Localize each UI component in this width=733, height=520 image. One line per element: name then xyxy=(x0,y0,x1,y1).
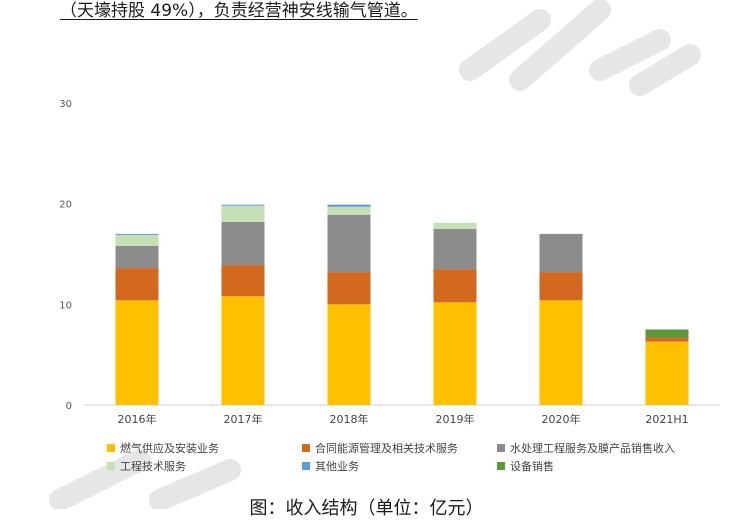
x-tick-label: 2017年 xyxy=(224,412,263,426)
bar-segment xyxy=(433,228,477,270)
legend-label: 其他业务 xyxy=(315,460,359,473)
top-text: （天壕持股 49%），负责经营神安线输气管道。 xyxy=(60,1,418,21)
y-tick-label: 0 xyxy=(66,401,72,412)
x-tick-label: 2019年 xyxy=(436,412,475,426)
bar-segment xyxy=(115,233,159,235)
bar-segment xyxy=(221,221,265,266)
bar-segment xyxy=(433,222,477,229)
bar-segment xyxy=(539,272,583,301)
legend-label: 水处理工程服务及膜产品销售收入 xyxy=(510,442,675,455)
bar-segment xyxy=(645,341,689,405)
bar-segment xyxy=(433,302,477,405)
bar-segment xyxy=(327,204,371,207)
legend-label: 设备销售 xyxy=(510,460,554,473)
legend-item: 合同能源管理及相关技术服务 xyxy=(302,440,458,456)
legend-item: 工程技术服务 xyxy=(107,458,186,474)
legend-label: 燃气供应及安装业务 xyxy=(120,442,219,455)
x-tick-label: 2020年 xyxy=(542,412,581,426)
bar-segment xyxy=(327,304,371,405)
y-tick-label: 10 xyxy=(59,300,72,311)
bar-segment xyxy=(115,300,159,405)
bar-segment xyxy=(221,265,265,297)
chart-caption: 图：收入结构（单位：亿元） xyxy=(249,498,484,519)
x-tick-label: 2016年 xyxy=(118,412,157,426)
x-tick-label: 2018年 xyxy=(330,412,369,426)
x-tick-label: 2021H1 xyxy=(645,413,688,426)
legend-swatch xyxy=(107,444,115,452)
legend-swatch xyxy=(302,462,310,470)
y-tick-label: 20 xyxy=(59,200,72,211)
legend-item: 燃气供应及安装业务 xyxy=(107,440,219,456)
legend-swatch xyxy=(302,444,310,452)
bar-segment xyxy=(115,268,159,301)
bar-segment xyxy=(221,204,265,206)
bar-segment xyxy=(327,214,371,273)
legend-item: 其他业务 xyxy=(302,458,359,474)
bar-segment xyxy=(645,329,689,338)
bar-segment xyxy=(539,300,583,405)
revenue-structure-chart: 0 10 20 30 2016年 2017年 2018年 2019年 2020年 2021H1 xyxy=(59,99,720,426)
bar-segment xyxy=(115,245,159,269)
bar-segment xyxy=(221,205,265,222)
bar-segment xyxy=(115,234,159,246)
legend-swatch xyxy=(497,462,505,470)
legend-item: 设备销售 xyxy=(497,458,554,474)
bar-segment xyxy=(327,206,371,215)
bar-segment xyxy=(221,296,265,405)
bar-segment xyxy=(433,269,477,303)
legend-item: 水处理工程服务及膜产品销售收入 xyxy=(497,440,675,456)
y-tick-label: 30 xyxy=(59,99,72,110)
legend-label: 合同能源管理及相关技术服务 xyxy=(315,442,458,455)
legend-label: 工程技术服务 xyxy=(120,460,186,473)
legend-swatch xyxy=(497,444,505,452)
bar-segment xyxy=(645,337,689,342)
legend-swatch xyxy=(107,462,115,470)
bar-segment xyxy=(539,233,583,273)
bar-segment xyxy=(327,272,371,305)
